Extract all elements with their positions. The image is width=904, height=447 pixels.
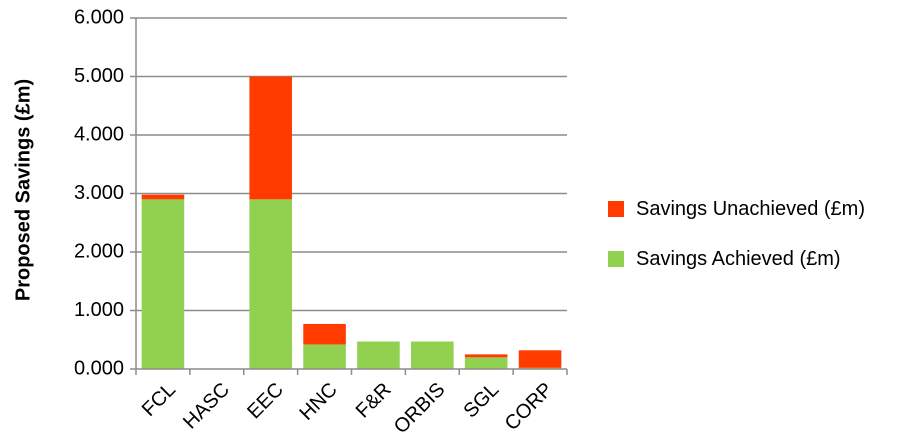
bar-unachieved-sgl <box>464 354 508 358</box>
bar-achieved-fcl <box>141 199 185 369</box>
y-axis-title: Proposed Savings (£m) <box>12 79 34 301</box>
legend: Savings Unachieved (£m) Savings Achieved… <box>608 196 904 296</box>
y-tick-label: 3.000 <box>74 182 124 204</box>
axes <box>135 18 568 375</box>
gridlines <box>130 17 567 370</box>
x-tick-label: ORBIS <box>390 379 450 439</box>
x-tick-label: HNC <box>296 379 342 425</box>
legend-item-unachieved: Savings Unachieved (£m) <box>608 196 904 222</box>
bar-unachieved-hnc <box>303 323 346 345</box>
bar-unachieved-fcl <box>141 194 185 200</box>
y-tick-label: 6.000 <box>74 6 124 28</box>
x-tick-label: CORP <box>501 379 557 435</box>
y-tick-label: 4.000 <box>74 123 124 145</box>
bar-achieved-sgl <box>464 357 508 369</box>
x-tick-label: SGL <box>459 379 503 423</box>
y-tick-label: 5.000 <box>74 65 124 87</box>
legend-item-achieved: Savings Achieved (£m) <box>608 246 904 272</box>
legend-swatch-unachieved <box>608 201 624 217</box>
y-tick-label: 0.000 <box>74 357 124 379</box>
x-tick-label: FCL <box>138 379 180 421</box>
bar-achieved-fr <box>357 341 400 369</box>
bar-achieved-hnc <box>303 344 346 369</box>
legend-label-unachieved: Savings Unachieved (£m) <box>636 197 865 220</box>
x-tick-label: EEC <box>243 379 288 424</box>
bar-unachieved-corp <box>518 350 562 368</box>
x-tick-label: HASC <box>179 379 234 434</box>
legend-swatch-achieved <box>608 251 624 267</box>
legend-label-achieved: Savings Achieved (£m) <box>636 247 841 270</box>
y-tick-label: 2.000 <box>74 240 124 262</box>
bars <box>141 76 562 369</box>
x-tick-label: F&R <box>352 379 396 423</box>
bar-unachieved-eec <box>249 76 292 200</box>
bar-achieved-eec <box>249 199 292 369</box>
y-tick-label: 1.000 <box>74 299 124 321</box>
y-tick-labels: 0.000 1.000 2.000 3.000 4.000 5.000 6.000 <box>74 6 124 379</box>
bar-achieved-orbis <box>411 341 454 369</box>
